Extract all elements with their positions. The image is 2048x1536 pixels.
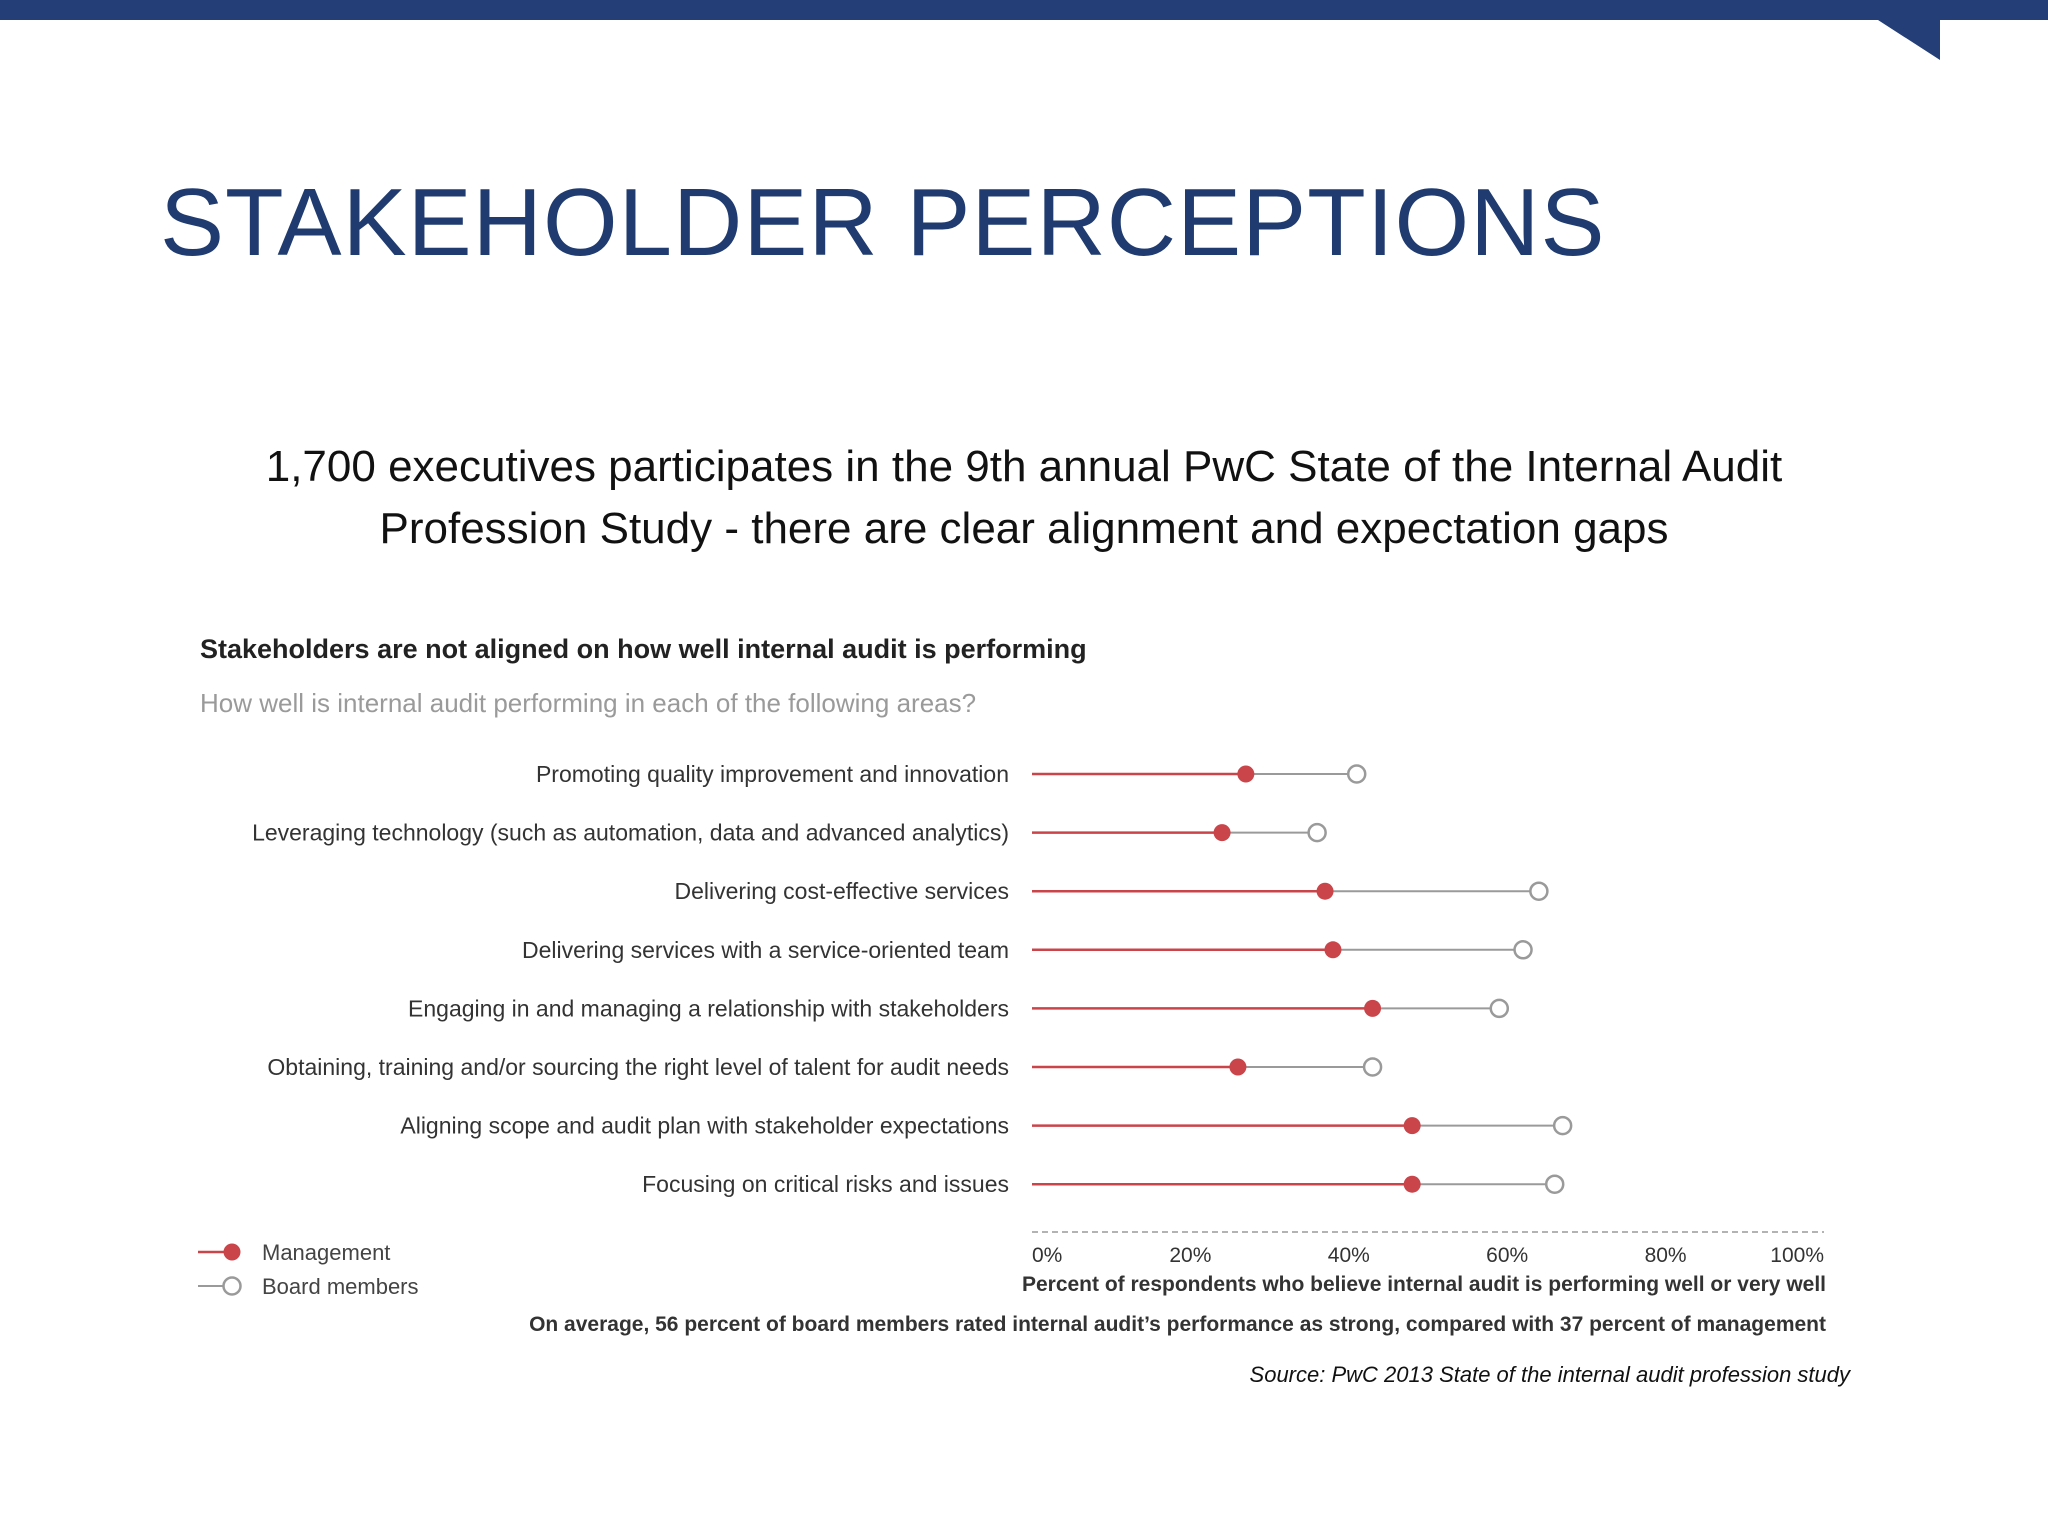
management-point [1324, 941, 1342, 959]
board-point [1346, 764, 1367, 784]
legend-board-label: Board members [262, 1274, 419, 1299]
legend-management-marker [223, 1243, 241, 1261]
header-bar [0, 0, 2048, 20]
x-tick-label: 0% [1032, 1244, 1062, 1267]
category-label: Delivering services with a service-orien… [522, 937, 1009, 963]
page-title: STAKEHOLDER PERCEPTIONS [160, 169, 1606, 276]
source-note: Source: PwC 2013 State of the internal a… [1249, 1362, 1850, 1387]
subtitle-line-1: 1,700 executives participates in the 9th… [265, 442, 1783, 491]
category-label: Aligning scope and audit plan with stake… [400, 1113, 1009, 1139]
board-point [1362, 1057, 1383, 1077]
category-label: Focusing on critical risks and issues [642, 1171, 1009, 1197]
board-point [1489, 998, 1510, 1019]
board-point [1513, 940, 1533, 960]
legend-board-marker [222, 1276, 242, 1296]
x-tick-label: 40% [1328, 1244, 1370, 1267]
board-point [1552, 1115, 1573, 1136]
legend-management-label: Management [262, 1240, 390, 1265]
x-tick-label: 80% [1645, 1244, 1687, 1267]
x-axis-title: Percent of respondents who believe inter… [1021, 1273, 1826, 1296]
management-point [1213, 824, 1231, 842]
corner-tab [1878, 20, 1940, 60]
chart-title: Stakeholders are not aligned on how well… [200, 634, 1087, 664]
management-point [1316, 882, 1334, 900]
management-point [1229, 1058, 1247, 1076]
category-label: Engaging in and managing a relationship … [408, 995, 1009, 1021]
management-point [1237, 765, 1255, 783]
category-label: Promoting quality improvement and innova… [536, 761, 1009, 787]
board-point [1544, 1174, 1565, 1194]
management-point [1364, 999, 1382, 1017]
category-label: Delivering cost-effective services [675, 878, 1009, 904]
board-point [1529, 881, 1549, 901]
management-point [1403, 1175, 1421, 1193]
subtitle-line-2: Profession Study - there are clear align… [379, 504, 1669, 553]
chart-footnote: On average, 56 percent of board members … [529, 1313, 1826, 1336]
x-tick-label: 20% [1169, 1244, 1211, 1267]
slide-subtitle: 1,700 executives participates in the 9th… [150, 436, 1898, 560]
management-point [1403, 1117, 1421, 1135]
category-label: Obtaining, training and/or sourcing the … [267, 1054, 1009, 1080]
chart-subtitle: How well is internal audit performing in… [200, 688, 977, 718]
x-tick-label: 60% [1486, 1244, 1528, 1267]
category-label: Leveraging technology (such as automatio… [252, 820, 1009, 846]
board-point [1307, 822, 1327, 843]
x-tick-label: 100% [1770, 1244, 1824, 1267]
